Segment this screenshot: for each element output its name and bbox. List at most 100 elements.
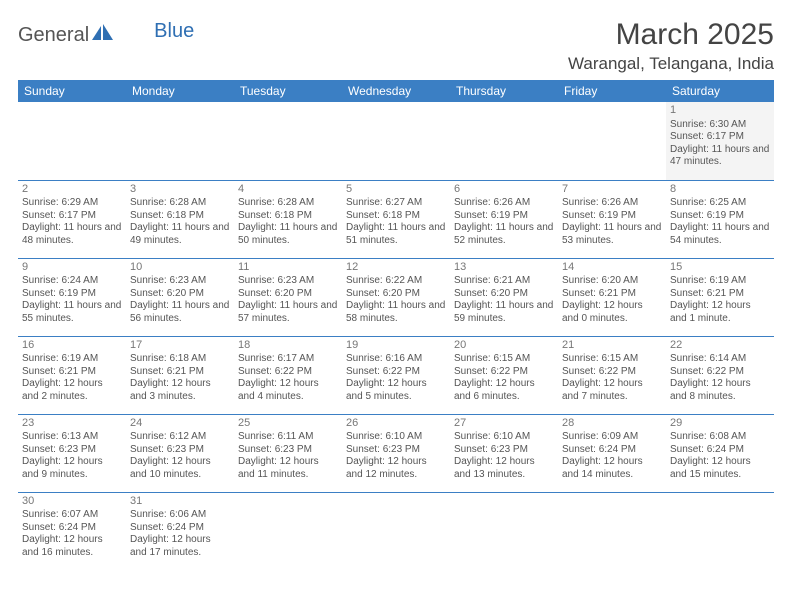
sunset-text: Sunset: 6:18 PM xyxy=(130,210,230,223)
calendar-row: 9Sunrise: 6:24 AMSunset: 6:19 PMDaylight… xyxy=(18,258,774,336)
calendar-cell xyxy=(450,492,558,570)
daylight-text: Daylight: 11 hours and 49 minutes. xyxy=(130,222,230,247)
day-number: 19 xyxy=(346,339,446,353)
calendar-body: 1Sunrise: 6:30 AMSunset: 6:17 PMDaylight… xyxy=(18,102,774,570)
daylight-text: Daylight: 11 hours and 55 minutes. xyxy=(22,300,122,325)
calendar-cell: 6Sunrise: 6:26 AMSunset: 6:19 PMDaylight… xyxy=(450,180,558,258)
day-number: 29 xyxy=(670,417,770,431)
day-number: 17 xyxy=(130,339,230,353)
day-number: 8 xyxy=(670,183,770,197)
day-number: 26 xyxy=(346,417,446,431)
daylight-text: Daylight: 12 hours and 5 minutes. xyxy=(346,378,446,403)
day-number: 10 xyxy=(130,261,230,275)
calendar-cell: 22Sunrise: 6:14 AMSunset: 6:22 PMDayligh… xyxy=(666,336,774,414)
daylight-text: Daylight: 12 hours and 4 minutes. xyxy=(238,378,338,403)
sunrise-text: Sunrise: 6:29 AM xyxy=(22,197,122,210)
daylight-text: Daylight: 12 hours and 8 minutes. xyxy=(670,378,770,403)
day-number: 28 xyxy=(562,417,662,431)
calendar-cell: 26Sunrise: 6:10 AMSunset: 6:23 PMDayligh… xyxy=(342,414,450,492)
sunrise-text: Sunrise: 6:27 AM xyxy=(346,197,446,210)
day-header-row: SundayMondayTuesdayWednesdayThursdayFrid… xyxy=(18,80,774,102)
day-number: 24 xyxy=(130,417,230,431)
sunrise-text: Sunrise: 6:15 AM xyxy=(562,353,662,366)
daylight-text: Daylight: 12 hours and 15 minutes. xyxy=(670,456,770,481)
daylight-text: Daylight: 12 hours and 14 minutes. xyxy=(562,456,662,481)
sunrise-text: Sunrise: 6:30 AM xyxy=(670,119,770,132)
calendar-head: SundayMondayTuesdayWednesdayThursdayFrid… xyxy=(18,80,774,102)
calendar-cell xyxy=(666,492,774,570)
calendar-row: 16Sunrise: 6:19 AMSunset: 6:21 PMDayligh… xyxy=(18,336,774,414)
day-header: Friday xyxy=(558,80,666,102)
calendar-cell: 4Sunrise: 6:28 AMSunset: 6:18 PMDaylight… xyxy=(234,180,342,258)
day-number: 7 xyxy=(562,183,662,197)
calendar-cell xyxy=(342,102,450,180)
logo-text-general: General xyxy=(18,24,89,47)
sunset-text: Sunset: 6:23 PM xyxy=(454,444,554,457)
calendar-cell: 31Sunrise: 6:06 AMSunset: 6:24 PMDayligh… xyxy=(126,492,234,570)
daylight-text: Daylight: 11 hours and 48 minutes. xyxy=(22,222,122,247)
sunrise-text: Sunrise: 6:28 AM xyxy=(238,197,338,210)
calendar-cell: 12Sunrise: 6:22 AMSunset: 6:20 PMDayligh… xyxy=(342,258,450,336)
sunrise-text: Sunrise: 6:18 AM xyxy=(130,353,230,366)
sunset-text: Sunset: 6:20 PM xyxy=(454,288,554,301)
calendar-cell: 5Sunrise: 6:27 AMSunset: 6:18 PMDaylight… xyxy=(342,180,450,258)
sunset-text: Sunset: 6:18 PM xyxy=(238,210,338,223)
calendar-cell xyxy=(234,102,342,180)
day-number: 1 xyxy=(670,104,770,118)
calendar-cell: 19Sunrise: 6:16 AMSunset: 6:22 PMDayligh… xyxy=(342,336,450,414)
calendar-cell: 20Sunrise: 6:15 AMSunset: 6:22 PMDayligh… xyxy=(450,336,558,414)
day-number: 13 xyxy=(454,261,554,275)
calendar-cell: 3Sunrise: 6:28 AMSunset: 6:18 PMDaylight… xyxy=(126,180,234,258)
calendar-cell: 21Sunrise: 6:15 AMSunset: 6:22 PMDayligh… xyxy=(558,336,666,414)
sunrise-text: Sunrise: 6:14 AM xyxy=(670,353,770,366)
day-number: 14 xyxy=(562,261,662,275)
sunset-text: Sunset: 6:21 PM xyxy=(562,288,662,301)
daylight-text: Daylight: 12 hours and 11 minutes. xyxy=(238,456,338,481)
calendar-cell: 18Sunrise: 6:17 AMSunset: 6:22 PMDayligh… xyxy=(234,336,342,414)
day-header: Wednesday xyxy=(342,80,450,102)
day-number: 31 xyxy=(130,495,230,509)
sunset-text: Sunset: 6:22 PM xyxy=(562,366,662,379)
day-number: 6 xyxy=(454,183,554,197)
sunset-text: Sunset: 6:20 PM xyxy=(346,288,446,301)
sunset-text: Sunset: 6:24 PM xyxy=(22,522,122,535)
sunrise-text: Sunrise: 6:25 AM xyxy=(670,197,770,210)
sunrise-text: Sunrise: 6:22 AM xyxy=(346,275,446,288)
daylight-text: Daylight: 11 hours and 56 minutes. xyxy=(130,300,230,325)
calendar-cell: 27Sunrise: 6:10 AMSunset: 6:23 PMDayligh… xyxy=(450,414,558,492)
calendar-cell: 28Sunrise: 6:09 AMSunset: 6:24 PMDayligh… xyxy=(558,414,666,492)
calendar-cell xyxy=(450,102,558,180)
sunset-text: Sunset: 6:21 PM xyxy=(22,366,122,379)
logo-sail-icon xyxy=(92,24,114,47)
day-header: Monday xyxy=(126,80,234,102)
calendar-row: 1Sunrise: 6:30 AMSunset: 6:17 PMDaylight… xyxy=(18,102,774,180)
sunset-text: Sunset: 6:17 PM xyxy=(670,131,770,144)
calendar-cell xyxy=(558,102,666,180)
sunset-text: Sunset: 6:24 PM xyxy=(670,444,770,457)
sunset-text: Sunset: 6:18 PM xyxy=(346,210,446,223)
calendar-cell: 24Sunrise: 6:12 AMSunset: 6:23 PMDayligh… xyxy=(126,414,234,492)
calendar-row: 23Sunrise: 6:13 AMSunset: 6:23 PMDayligh… xyxy=(18,414,774,492)
daylight-text: Daylight: 11 hours and 47 minutes. xyxy=(670,144,770,169)
sunrise-text: Sunrise: 6:23 AM xyxy=(130,275,230,288)
sunrise-text: Sunrise: 6:21 AM xyxy=(454,275,554,288)
sunrise-text: Sunrise: 6:11 AM xyxy=(238,431,338,444)
calendar-cell: 7Sunrise: 6:26 AMSunset: 6:19 PMDaylight… xyxy=(558,180,666,258)
daylight-text: Daylight: 12 hours and 16 minutes. xyxy=(22,534,122,559)
daylight-text: Daylight: 11 hours and 57 minutes. xyxy=(238,300,338,325)
daylight-text: Daylight: 12 hours and 17 minutes. xyxy=(130,534,230,559)
daylight-text: Daylight: 12 hours and 7 minutes. xyxy=(562,378,662,403)
sunrise-text: Sunrise: 6:26 AM xyxy=(562,197,662,210)
daylight-text: Daylight: 11 hours and 53 minutes. xyxy=(562,222,662,247)
day-number: 22 xyxy=(670,339,770,353)
sunrise-text: Sunrise: 6:06 AM xyxy=(130,509,230,522)
day-number: 4 xyxy=(238,183,338,197)
day-number: 30 xyxy=(22,495,122,509)
title-block: March 2025 Warangal, Telangana, India xyxy=(568,18,774,74)
location-text: Warangal, Telangana, India xyxy=(568,54,774,74)
day-header: Tuesday xyxy=(234,80,342,102)
sunrise-text: Sunrise: 6:23 AM xyxy=(238,275,338,288)
sunrise-text: Sunrise: 6:15 AM xyxy=(454,353,554,366)
calendar-cell: 13Sunrise: 6:21 AMSunset: 6:20 PMDayligh… xyxy=(450,258,558,336)
daylight-text: Daylight: 11 hours and 54 minutes. xyxy=(670,222,770,247)
